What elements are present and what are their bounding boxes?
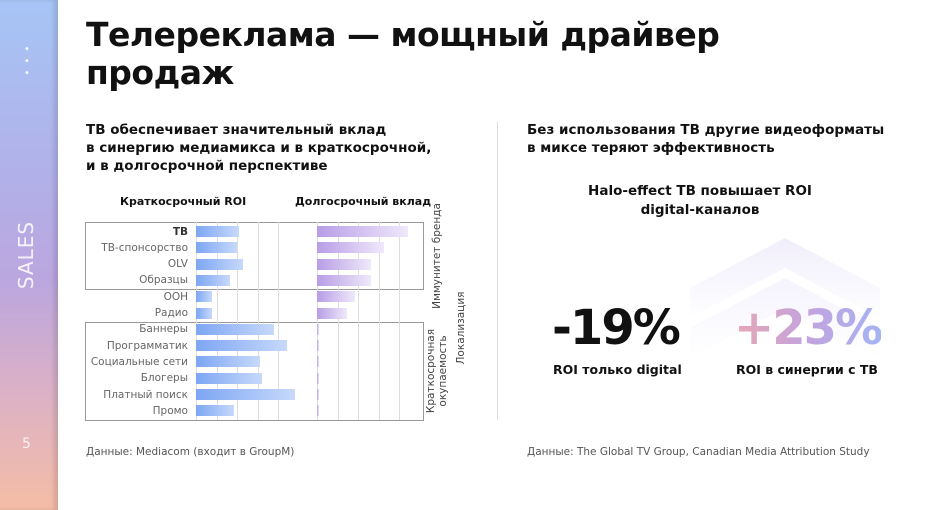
bar-long-term [317,226,408,237]
left-subtitle-line: в синергию медиамикса и в краткосрочной, [86,140,432,156]
right-source: Данные: The Global TV Group, Canadian Me… [527,446,870,458]
menu-dots-icon[interactable]: • • • [24,44,30,79]
bar-short-roi [196,389,295,400]
category-label: ТВ [172,225,188,238]
stat-digital-only: -19% [552,300,681,356]
bar-long-term [317,356,320,368]
group-label: Иммунитет бренда [431,203,443,309]
stat-synergy: +23% [734,300,883,356]
category-label: Социальные сети [90,355,188,368]
right-subtitle-line: Без использования ТВ другие видеоформаты [527,122,885,138]
halo-title: Halo-effect ТВ повышает ROI digital-кана… [560,182,840,220]
sidebar: • • • SALES 5 [0,0,58,510]
category-label: OLV [167,258,188,271]
gridline [358,222,360,420]
right-subtitle-line: в миксе теряют эффективность [527,140,775,156]
halo-title-line: Halo-effect ТВ повышает ROI [588,183,812,199]
bar-long-term [317,258,371,270]
bar-long-term [317,340,320,352]
bar-short-roi [196,291,213,303]
left-source: Данные: Mediacom (входит в GroupM) [86,446,295,458]
page-title: Телереклама — мощный драйвер продаж [86,15,720,92]
bar-short-roi [196,226,240,237]
bar-short-roi [196,274,230,286]
left-subtitle-line: ТВ обеспечивает значительный вклад [86,122,387,138]
bar-short-roi [196,258,244,270]
group-box-short-payback [85,322,424,421]
category-label: Баннеры [139,323,188,336]
chevron-decoration-icon [690,238,880,358]
series-title-short-roi: Краткосрочный ROI [120,195,247,208]
bar-short-roi [196,372,262,384]
bar-long-term [317,405,320,417]
bar-short-roi [196,356,260,368]
group-label: Локализация [455,291,467,365]
bar-long-term [317,291,356,303]
category-label: Радио [154,307,188,319]
gridline [399,222,401,420]
bar-long-term [317,389,320,400]
category-label: Программатик [106,339,188,352]
bar-long-term [317,372,320,384]
bar-long-term [317,307,347,319]
left-subtitle-line: и в долгосрочной перспективе [86,158,328,174]
bar-long-term [317,242,384,254]
bar-short-roi [196,242,238,254]
gridline [378,222,380,420]
series-title-long-term: Долгосрочный вклад [295,195,432,208]
group-box-brand-immunity [85,222,424,290]
left-subtitle: ТВ обеспечивает значительный вклад в син… [86,121,431,175]
right-subtitle: Без использования ТВ другие видеоформаты… [527,121,884,157]
group-label: Краткосрочная окупаемость [425,328,449,414]
gridline [257,222,259,420]
page-number: 5 [22,436,31,452]
bar-short-roi [196,307,213,319]
section-label: SALES [14,220,38,290]
category-label: OOH [163,290,188,303]
divider [497,122,498,420]
bar-short-roi [196,323,275,335]
category-label: ТВ-спонсорство [101,241,188,254]
gridline [278,222,280,420]
gridline [237,222,239,420]
bar-long-term [317,323,320,335]
category-label: Образцы [139,274,188,287]
stat-synergy-caption: ROI в синергии с ТВ [736,362,878,377]
gridline [216,222,218,420]
bar-short-roi [196,340,287,352]
stat-digital-only-caption: ROI только digital [553,362,682,377]
category-label: Промо [152,404,188,417]
bar-short-roi [196,405,235,417]
halo-title-line: digital-каналов [640,202,760,218]
gridline [317,222,318,420]
category-label: Платный поиск [103,388,188,401]
bar-long-term [317,274,371,286]
gridline [337,222,339,420]
gridline [196,222,197,420]
category-label: Блогеры [140,372,188,385]
